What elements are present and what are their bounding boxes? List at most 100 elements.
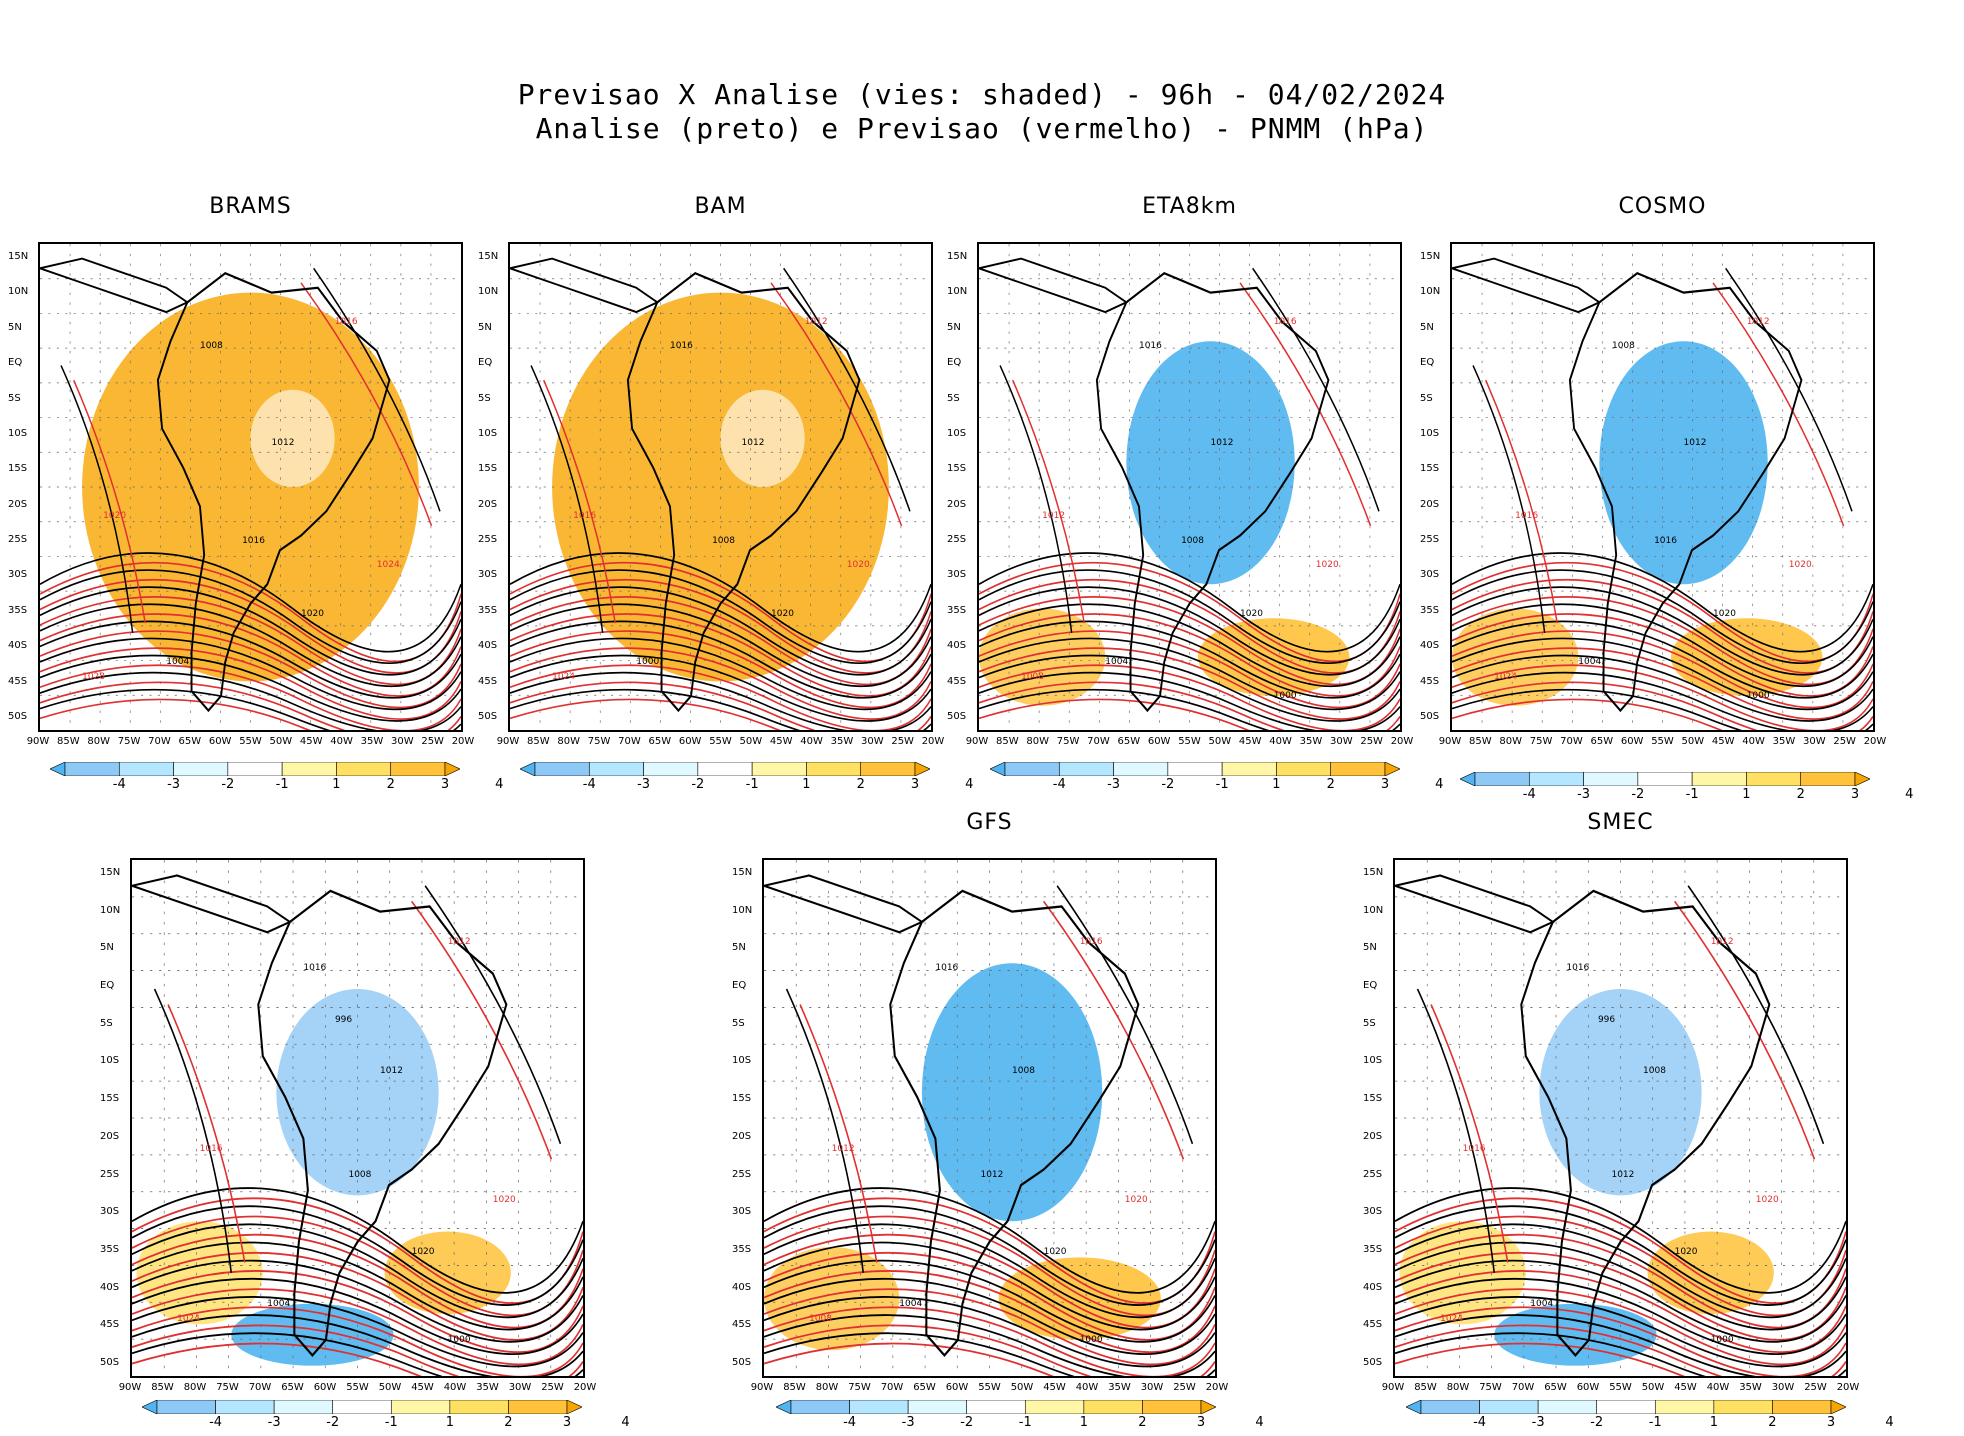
latitude-label: 15S [8,463,28,475]
colorbar-tick-label: 2 [856,777,865,792]
colorbar-tick-label: -3 [167,777,181,792]
figure-title: Previsao X Analise (vies: shaded) - 96h … [0,78,1964,146]
map-panel-eta8km: 1016 1012 1008 1020 1004 1000 1016 1012 1020 1008 [977,242,1402,732]
longitude-label: 65W [913,1382,936,1393]
isobar-label-forecast: 1012 [831,1143,855,1154]
latitude-label: 10S [947,427,967,439]
longitude-label: 30W [860,736,884,747]
isobar-label-analysis: 1004 [899,1298,923,1309]
longitude-label: 25W [1804,1382,1827,1393]
latitude-label: 25S [100,1168,120,1180]
latitude-label: 20S [100,1130,120,1142]
isobar-label-forecast: 1016 [573,511,597,522]
longitude-label: 80W [87,736,111,747]
latitude-label: 50S [100,1357,120,1368]
latitude-label: 10S [732,1055,752,1067]
isobar-label-analysis: 1004 [166,657,190,668]
longitude-label: 35W [360,736,384,747]
latitude-label: 40S [1420,640,1440,652]
isobar-label-analysis: 1000 [1273,691,1297,702]
longitude-label: 50W [1641,1382,1665,1393]
latitude-label: 50S [732,1357,752,1368]
longitude-label: 20W [1836,1382,1860,1393]
longitude-label: 30W [1802,736,1826,747]
latitude-label: 15S [947,463,967,475]
coastline [889,889,1140,1358]
longitude-label: 55W [978,1382,1001,1393]
latitude-label: EQ [100,980,115,992]
coastline [40,257,190,314]
colorbar-tick-label: -3 [1577,787,1591,802]
isobar-label-analysis: 1008 [1611,341,1635,352]
latitude-label: 5S [478,392,491,404]
latitude-label: 15N [1363,867,1384,878]
longitude-label: 85W [57,736,80,747]
longitude-label: 80W [1499,736,1523,747]
isobar-label-analysis: 1012 [741,438,765,449]
colorbar-tick-label: 1 [1742,787,1751,802]
colorbar-tick-label: 3 [1826,1415,1836,1430]
isobar-label-analysis: 1020 [411,1247,435,1257]
latitude-label: 15N [1420,251,1441,262]
longitude-label: 40W [330,736,353,747]
colorbar-tick-label: -4 [582,777,596,792]
longitude-label: 85W [527,736,550,747]
longitude-label: 60W [1576,1382,1600,1393]
coastline [626,271,861,713]
longitude-label: 40W [800,736,823,747]
latitude-label: EQ [1363,980,1378,992]
longitude-label: 55W [1178,736,1201,747]
longitude-label: 55W [1651,736,1674,747]
latitude-label: 40S [732,1281,752,1293]
latitude-label: 50S [8,711,28,722]
longitude-label: 35W [830,736,854,747]
colorbar-tick-label: -3 [1107,777,1121,792]
isobar-label-forecast: 1012 [1746,316,1770,327]
longitude-label: 90W [496,736,520,747]
longitude-label: 25W [541,1382,564,1393]
bias-region [1494,1303,1657,1366]
longitude-label: 40W [1075,1382,1099,1393]
isobar-label-forecast: 1024 [1494,671,1517,682]
latitude-label: 15S [732,1093,752,1105]
isobar-label-forecast: 1012 [447,937,471,948]
isobar-label-analysis: 1016 [1138,341,1162,352]
longitude-label: 20W [1205,1382,1229,1393]
latitude-label: 10S [1363,1055,1383,1067]
coastline [156,271,391,713]
colorbar-tick-label: -1 [1685,787,1699,802]
longitude-label: 80W [815,1382,839,1393]
colorbar-tick-label: 3 [1850,787,1860,802]
longitude-label: 40W [1742,736,1765,747]
isobar-label-analysis: 1016 [1566,963,1590,974]
colorbar-unnamed: -4 -3 -2 -1 1 2 3 4 [142,1400,630,1434]
longitude-label: 20W [1390,736,1414,747]
latitude-label: 20S [1363,1130,1383,1142]
map-panel-cosmo: 1008 1012 1016 1020 1004 1000 1012 1016 1020 1024 [1450,242,1875,732]
colorbar-smec: -4 -3 -2 -1 1 2 3 4 [1406,1400,1894,1434]
longitude-label: 85W [151,1382,174,1393]
latitude-label: 45S [947,675,967,687]
longitude-label: 35W [476,1382,499,1393]
latitude-label: 35S [100,1243,120,1255]
longitude-label: 60W [208,736,232,747]
isobar-label-forecast: 1020 [492,1195,516,1206]
colorbar-tick-label: -1 [1648,1415,1662,1430]
longitude-label: 25W [421,736,444,747]
longitude-label: 45W [1238,736,1262,747]
isobar-label-analysis: 1008 [712,535,735,546]
latitude-label: 15N [100,867,121,878]
isobar-label-analysis: 996 [1597,1014,1616,1025]
longitude-label: 30W [1329,736,1353,747]
isobar-label-analysis: 1012 [980,1169,1004,1180]
longitude-label: 30W [1140,1382,1164,1393]
coastline [1095,271,1330,713]
longitude-label: 30W [1771,1382,1795,1393]
longitude-label: 50W [1681,736,1705,747]
longitude-label: 50W [739,736,763,747]
isobar-label-analysis: 1016 [935,963,959,974]
bias-region [1452,608,1579,706]
bias-region [1539,989,1702,1196]
longitude-label: 40W [1269,736,1292,747]
longitude-label: 60W [1147,736,1171,747]
